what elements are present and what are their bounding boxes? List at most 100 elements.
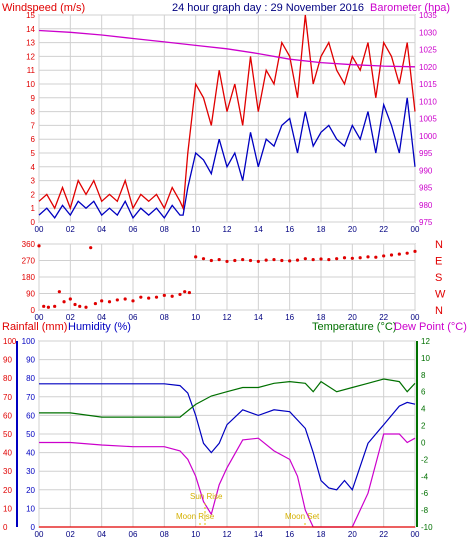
wind-y-tick-label: 12 xyxy=(26,52,35,61)
dir-point xyxy=(84,305,88,309)
wind-x-tick-label: 04 xyxy=(97,225,106,234)
dir-point xyxy=(46,305,51,309)
dir-point xyxy=(335,257,339,261)
dir-y-tick-label: 360 xyxy=(22,240,36,249)
baro-y-tick-label: 975 xyxy=(419,218,433,227)
dir-point xyxy=(183,290,187,294)
dir-point xyxy=(233,258,237,263)
wind-x-tick-label: 18 xyxy=(317,225,326,234)
th-x-tick-label: 10 xyxy=(191,530,200,539)
th-x-tick-label: 20 xyxy=(348,530,357,539)
th-x-tick-label: 18 xyxy=(317,530,326,539)
baro-y-tick-label: 985 xyxy=(419,184,433,193)
temp-y-tick-label: -4 xyxy=(421,472,429,481)
dir-point xyxy=(413,249,417,253)
temp-y-tick-label: 12 xyxy=(421,337,430,346)
dir-point xyxy=(178,292,182,297)
dir-point xyxy=(405,251,409,255)
dir-point xyxy=(68,297,72,301)
dir-point xyxy=(295,258,300,262)
temp-y-tick-label: 4 xyxy=(421,405,426,414)
wind-x-tick-label: 02 xyxy=(66,225,75,234)
compass-label: W xyxy=(435,289,446,301)
wind-x-tick-label: 22 xyxy=(379,225,388,234)
rainfall-axis-label: Rainfall (mm) xyxy=(2,321,67,333)
dir-x-tick-label: 08 xyxy=(160,313,169,322)
wind-y-tick-label: 2 xyxy=(31,190,36,199)
baro-y-tick-label: 1005 xyxy=(419,115,437,124)
temp-y-tick-label: -6 xyxy=(421,489,429,498)
dir-point xyxy=(107,300,112,304)
rain-y-tick-label: 30 xyxy=(3,467,12,476)
wind-x-tick-label: 16 xyxy=(285,225,294,234)
dir-point xyxy=(248,258,253,263)
th-x-tick-label: 14 xyxy=(254,530,263,539)
humidity-axis-label: Humidity (%) xyxy=(68,321,131,333)
dir-y-tick-label: 270 xyxy=(22,257,36,266)
barometer-axis-label: Barometer (hpa) xyxy=(370,2,450,14)
wind-y-tick-label: 9 xyxy=(31,94,36,103)
dir-point xyxy=(319,257,323,261)
humidity-y-tick-label: 70 xyxy=(26,393,35,402)
dir-point xyxy=(217,257,221,262)
rain-y-tick-label: 70 xyxy=(3,393,12,402)
temp-y-tick-label: 6 xyxy=(421,388,426,397)
dir-point xyxy=(256,259,260,264)
th-x-tick-label: 04 xyxy=(97,530,106,539)
wind-y-tick-label: 6 xyxy=(31,135,36,144)
dir-point xyxy=(374,255,378,259)
th-x-tick-label: 02 xyxy=(66,530,75,539)
dir-point xyxy=(201,257,206,261)
humidity-y-tick-label: 100 xyxy=(22,337,36,346)
rain-y-tick-label: 90 xyxy=(3,356,12,365)
wind-y-tick-label: 7 xyxy=(31,121,36,130)
rain-y-tick-label: 50 xyxy=(3,430,12,439)
dir-point xyxy=(115,298,119,302)
temp-y-tick-label: -2 xyxy=(421,455,429,464)
humidity-y-tick-label: 50 xyxy=(26,430,35,439)
series-line-humidity xyxy=(39,383,416,492)
wind-x-tick-label: 14 xyxy=(254,225,263,234)
dir-point xyxy=(57,290,61,294)
temp-y-tick-label: 0 xyxy=(421,438,426,447)
humidity-y-tick-label: 80 xyxy=(26,374,35,383)
series-line-avg-wind xyxy=(38,97,416,220)
dir-point xyxy=(139,295,143,299)
baro-y-tick-label: 1020 xyxy=(419,63,437,72)
dir-point xyxy=(42,304,46,308)
wind-y-tick-label: 3 xyxy=(31,177,36,186)
rain-y-tick-label: 20 xyxy=(3,486,12,495)
dir-point xyxy=(327,257,331,262)
dir-x-tick-label: 16 xyxy=(285,313,294,322)
baro-y-tick-label: 980 xyxy=(419,201,433,210)
humidity-y-tick-label: 30 xyxy=(26,467,35,476)
th-x-tick-label: 12 xyxy=(223,530,232,539)
dir-point xyxy=(264,258,268,262)
dir-point xyxy=(147,296,151,300)
baro-y-tick-label: 1015 xyxy=(419,80,437,89)
dir-point xyxy=(272,257,276,262)
dir-point xyxy=(366,255,370,259)
wind-y-tick-label: 5 xyxy=(31,149,36,158)
dir-point xyxy=(194,255,198,259)
temp-y-tick-label: -8 xyxy=(421,506,429,515)
humidity-y-tick-label: 90 xyxy=(26,356,35,365)
humidity-y-tick-label: 40 xyxy=(26,449,35,458)
dir-point xyxy=(311,257,315,262)
dir-x-tick-label: 20 xyxy=(348,313,357,322)
baro-y-tick-label: 1010 xyxy=(419,97,437,106)
dir-point xyxy=(89,246,93,250)
th-x-tick-label: 08 xyxy=(160,530,169,539)
rain-y-tick-label: 40 xyxy=(3,449,12,458)
dir-point xyxy=(131,299,135,303)
rain-y-tick-label: 10 xyxy=(3,504,12,513)
wind-x-tick-label: 20 xyxy=(348,225,357,234)
sun-rise-label: Sun Rise xyxy=(190,492,223,501)
dir-x-tick-label: 14 xyxy=(254,313,263,322)
dir-point xyxy=(73,302,77,307)
temp-y-tick-label: -10 xyxy=(421,523,433,532)
th-x-tick-label: 16 xyxy=(285,530,294,539)
dir-point xyxy=(382,254,386,258)
wind-x-tick-label: 08 xyxy=(160,225,169,234)
